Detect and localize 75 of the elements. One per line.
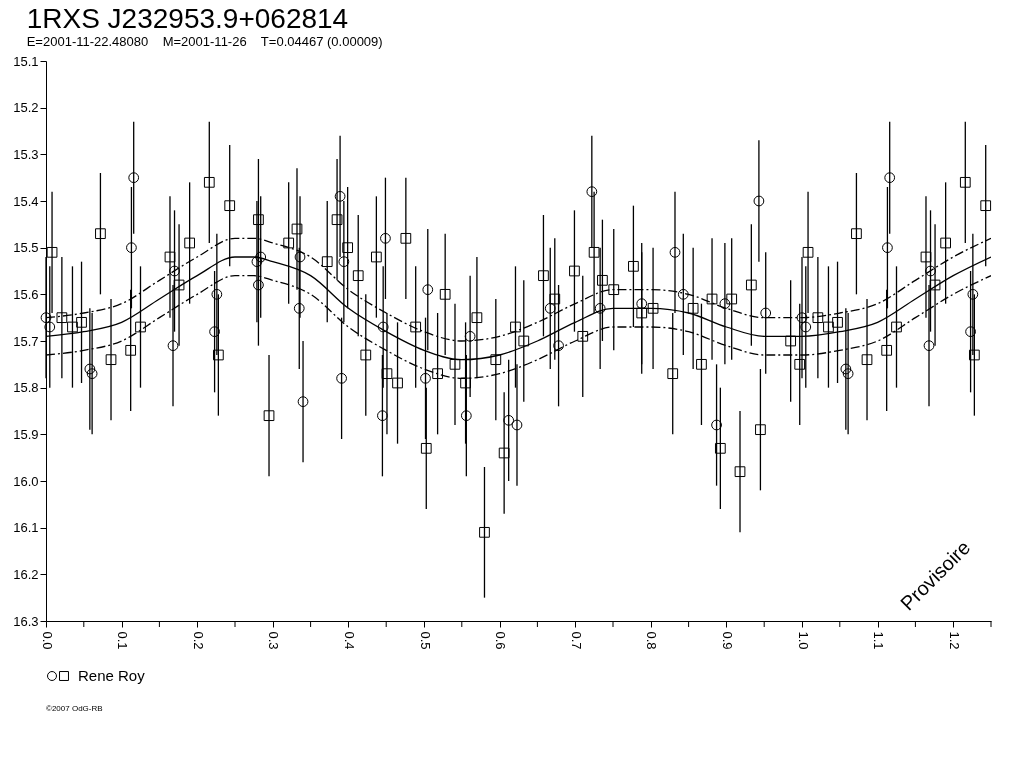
point xyxy=(760,307,772,319)
y-tick-label: 15.1 xyxy=(13,53,39,69)
point xyxy=(464,330,476,342)
chart-title: 1RXS J232953.9+062814 xyxy=(26,3,349,34)
point xyxy=(420,372,431,384)
x-tick-label: 1.1 xyxy=(871,631,887,650)
point xyxy=(669,246,681,258)
point xyxy=(377,321,389,333)
x-tick-label: 0.1 xyxy=(115,631,131,650)
point xyxy=(336,372,347,384)
x-tick-label: 0.2 xyxy=(190,631,206,650)
y-tick-label: 16.1 xyxy=(13,520,39,536)
point xyxy=(338,256,350,268)
point xyxy=(544,302,556,314)
point xyxy=(967,288,979,300)
point xyxy=(294,251,306,263)
point xyxy=(40,312,52,324)
text: ©2007 OdG-RB xyxy=(46,704,103,713)
y-tick-label: 15.6 xyxy=(13,286,39,302)
y-tick-label: 15.8 xyxy=(13,380,39,396)
point xyxy=(925,265,936,277)
point xyxy=(503,414,515,426)
point xyxy=(334,190,346,202)
point xyxy=(753,195,765,207)
x-tick-label: 0.0 xyxy=(39,631,55,650)
x-tick-label: 0.9 xyxy=(719,631,735,650)
y-tick-label: 15.7 xyxy=(13,333,39,349)
y-tick-label: 16.0 xyxy=(13,473,39,489)
y-tick-label: 15.2 xyxy=(13,100,39,116)
x-tick-label: 1.0 xyxy=(795,631,811,650)
y-tick-label: 16.2 xyxy=(13,566,39,582)
y-tick-label: 16.3 xyxy=(13,613,39,629)
point xyxy=(293,302,305,314)
point xyxy=(377,410,388,422)
y-tick-label: 15.4 xyxy=(13,193,39,209)
point xyxy=(211,288,223,300)
point xyxy=(380,232,391,244)
point xyxy=(842,368,854,380)
x-tick-label: 0.4 xyxy=(341,631,357,650)
point xyxy=(84,363,96,375)
point xyxy=(884,172,896,184)
point xyxy=(719,298,731,310)
x-tick-label: 0.6 xyxy=(493,631,509,650)
point xyxy=(126,242,137,254)
point xyxy=(255,251,267,263)
y-tick-label: 15.3 xyxy=(13,146,39,162)
point xyxy=(800,321,812,333)
point xyxy=(251,256,263,268)
point xyxy=(209,326,220,338)
x-tick-label: 0.3 xyxy=(266,631,282,650)
chart-subtitle: E=2001-11-22.48080 M=2001-11-26 T=0.04467 (0.00009) xyxy=(26,34,383,49)
x-tick-label: 1.2 xyxy=(946,631,962,650)
y-tick-label: 15.5 xyxy=(13,240,39,256)
point xyxy=(128,172,140,184)
point xyxy=(297,396,309,408)
point xyxy=(460,410,472,422)
x-tick-label: 0.7 xyxy=(568,631,584,650)
legend-label: Rene Roy xyxy=(78,667,146,684)
point xyxy=(677,288,689,300)
point xyxy=(44,321,56,333)
point xyxy=(882,242,893,254)
point xyxy=(86,368,98,380)
point xyxy=(711,419,722,431)
y-tick-label: 15.9 xyxy=(13,426,39,442)
point xyxy=(594,302,606,314)
point xyxy=(965,326,976,338)
point xyxy=(422,284,434,296)
point xyxy=(169,265,180,277)
x-tick-label: 0.5 xyxy=(417,631,433,650)
point xyxy=(840,363,852,375)
point xyxy=(511,419,523,431)
point xyxy=(253,279,264,291)
point xyxy=(796,312,808,324)
x-tick-label: 0.8 xyxy=(644,631,660,650)
point xyxy=(553,340,564,352)
